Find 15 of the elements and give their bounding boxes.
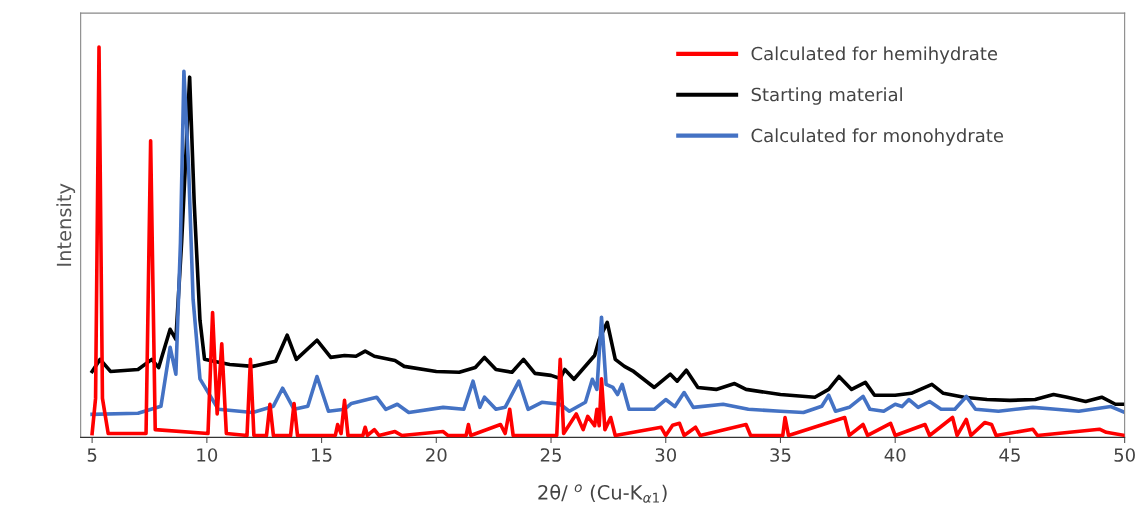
x-tick-label: 30 [655, 448, 677, 462]
x-tick-label: 35 [770, 448, 791, 462]
legend-label: Calculated for monohydrate [751, 128, 1004, 146]
x-tick-label: 10 [197, 448, 218, 462]
x-tick-label: 50 [1114, 448, 1135, 462]
legend-label: Calculated for hemihydrate [751, 46, 998, 64]
x-tick-label: 5 [87, 448, 97, 462]
x-tick-label: 25 [540, 448, 561, 462]
legend-label: Starting material [751, 87, 902, 105]
x-axis-title: 2θ/ $^{o}$ (Cu-K$_{α1}$) [538, 484, 667, 503]
y-axis-title: Intensity [56, 183, 76, 266]
x-tick-label: 15 [312, 448, 332, 462]
x-tick-label: 40 [884, 448, 906, 462]
x-tick-label: 45 [999, 448, 1020, 462]
x-tick-label: 20 [426, 448, 447, 462]
